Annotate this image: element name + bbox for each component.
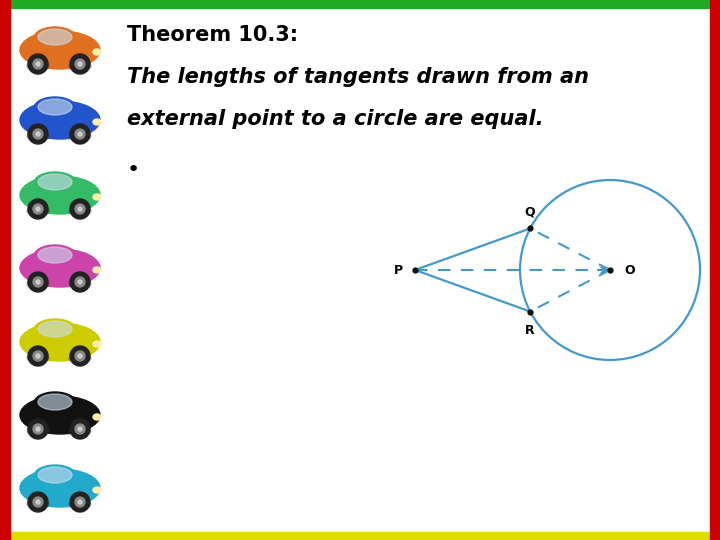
- Ellipse shape: [93, 49, 101, 55]
- Circle shape: [75, 424, 85, 434]
- Ellipse shape: [93, 119, 101, 125]
- Ellipse shape: [20, 396, 100, 434]
- Text: O: O: [624, 264, 634, 276]
- Ellipse shape: [20, 31, 100, 69]
- Ellipse shape: [20, 469, 100, 507]
- Ellipse shape: [38, 247, 72, 263]
- Circle shape: [70, 54, 90, 74]
- Circle shape: [78, 62, 82, 66]
- Ellipse shape: [27, 206, 49, 216]
- Ellipse shape: [27, 131, 49, 141]
- Bar: [0, 532, 720, 540]
- Circle shape: [28, 54, 48, 74]
- Ellipse shape: [20, 101, 100, 139]
- Ellipse shape: [93, 194, 101, 200]
- Circle shape: [70, 492, 90, 512]
- Ellipse shape: [38, 29, 72, 45]
- Circle shape: [28, 272, 48, 292]
- Ellipse shape: [27, 279, 49, 289]
- Ellipse shape: [20, 323, 100, 361]
- Ellipse shape: [38, 394, 72, 410]
- Circle shape: [75, 277, 85, 287]
- Circle shape: [78, 132, 82, 136]
- Ellipse shape: [34, 392, 76, 414]
- Ellipse shape: [93, 267, 101, 273]
- Circle shape: [75, 129, 85, 139]
- Circle shape: [36, 280, 40, 284]
- Circle shape: [33, 277, 43, 287]
- Circle shape: [70, 272, 90, 292]
- Ellipse shape: [20, 176, 100, 214]
- Bar: [0, 0, 720, 8]
- Ellipse shape: [38, 174, 72, 190]
- Circle shape: [28, 346, 48, 366]
- Circle shape: [28, 124, 48, 144]
- Ellipse shape: [69, 61, 91, 71]
- Circle shape: [36, 500, 40, 504]
- Circle shape: [70, 199, 90, 219]
- Ellipse shape: [69, 206, 91, 216]
- Circle shape: [28, 199, 48, 219]
- Text: •: •: [127, 160, 140, 180]
- Ellipse shape: [38, 99, 72, 115]
- Circle shape: [33, 204, 43, 214]
- Ellipse shape: [34, 319, 76, 341]
- Ellipse shape: [27, 353, 49, 363]
- Ellipse shape: [69, 131, 91, 141]
- Circle shape: [78, 500, 82, 504]
- Circle shape: [36, 132, 40, 136]
- Ellipse shape: [27, 499, 49, 509]
- Ellipse shape: [34, 97, 76, 119]
- Circle shape: [78, 427, 82, 431]
- Ellipse shape: [34, 27, 76, 49]
- Text: Theorem 10.3:: Theorem 10.3:: [127, 25, 298, 45]
- Circle shape: [75, 497, 85, 507]
- Text: external point to a circle are equal.: external point to a circle are equal.: [127, 109, 544, 129]
- Circle shape: [78, 280, 82, 284]
- Circle shape: [33, 59, 43, 69]
- Text: P: P: [394, 264, 403, 276]
- Circle shape: [36, 207, 40, 211]
- Circle shape: [36, 62, 40, 66]
- Ellipse shape: [93, 414, 101, 420]
- Circle shape: [78, 354, 82, 358]
- Circle shape: [33, 129, 43, 139]
- Circle shape: [75, 351, 85, 361]
- Ellipse shape: [69, 279, 91, 289]
- Ellipse shape: [69, 499, 91, 509]
- Circle shape: [28, 492, 48, 512]
- Circle shape: [36, 427, 40, 431]
- Ellipse shape: [38, 467, 72, 483]
- Circle shape: [33, 351, 43, 361]
- Ellipse shape: [34, 172, 76, 194]
- Circle shape: [33, 497, 43, 507]
- Circle shape: [70, 124, 90, 144]
- Bar: [0, 0, 10, 540]
- Circle shape: [75, 204, 85, 214]
- Circle shape: [75, 59, 85, 69]
- Ellipse shape: [27, 61, 49, 71]
- Ellipse shape: [69, 353, 91, 363]
- Circle shape: [28, 419, 48, 439]
- Circle shape: [78, 207, 82, 211]
- Ellipse shape: [27, 426, 49, 436]
- Ellipse shape: [34, 245, 76, 267]
- Ellipse shape: [69, 426, 91, 436]
- Circle shape: [70, 419, 90, 439]
- Circle shape: [33, 424, 43, 434]
- Circle shape: [36, 354, 40, 358]
- Text: The lengths of tangents drawn from an: The lengths of tangents drawn from an: [127, 67, 589, 87]
- Bar: [710, 0, 720, 540]
- Circle shape: [70, 346, 90, 366]
- Ellipse shape: [93, 341, 101, 347]
- Ellipse shape: [20, 249, 100, 287]
- Ellipse shape: [93, 487, 101, 493]
- Ellipse shape: [38, 321, 72, 337]
- Ellipse shape: [34, 465, 76, 487]
- Text: Q: Q: [525, 205, 536, 219]
- Text: R: R: [526, 323, 535, 336]
